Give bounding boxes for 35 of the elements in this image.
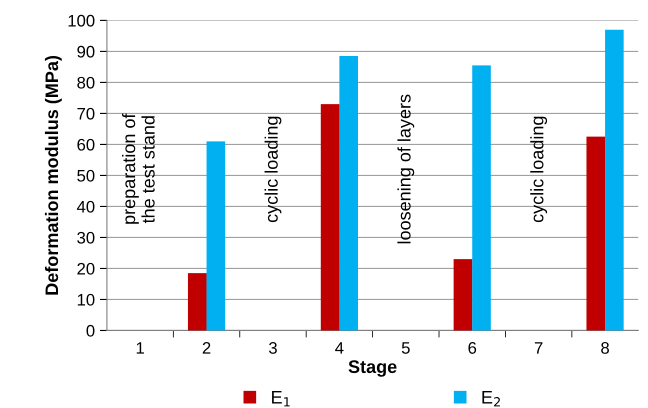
annotation: cyclic loading [264,116,282,222]
bar [605,30,624,330]
bar [472,65,491,330]
x-tick-label: 1 [136,342,144,354]
bar [454,259,472,330]
x-tick-label: 3 [268,342,277,354]
annotation: cyclic loading [530,116,548,222]
y-tick-label: 70 [77,108,94,120]
y-tick-label: 80 [77,76,94,89]
x-tick-label: 7 [534,342,542,354]
legend-label: E$_{1}$ [272,391,290,406]
y-tick-label: 0 [86,324,94,337]
y-tick-label: 30 [77,232,94,244]
y-tick-label: 90 [77,46,94,58]
bar [188,273,207,330]
y-tick-label: 40 [76,200,94,213]
y-tick-label: 60 [77,138,94,151]
y-axis-title: Deformation modulus (MPa) [44,56,62,295]
x-axis-title: Stage [348,360,397,377]
bar [339,56,358,330]
legend-label: E$_{2}$ [482,391,500,406]
x-tick-label: 8 [601,342,609,354]
bar [320,104,340,330]
x-tick-label: 6 [468,342,476,354]
annotation: loosening of layers [397,94,414,244]
y-tick-label: 100 [68,14,94,27]
bar [206,141,226,330]
y-tick-label: 10 [78,294,94,306]
y-tick-label: 50 [77,170,94,182]
bar [586,136,606,330]
x-tick-label: 4 [335,342,344,354]
x-tick-label: 2 [202,342,210,354]
y-tick-label: 20 [77,262,94,275]
annotation: preparation of the test stand [122,113,155,224]
x-tick-label: 5 [402,342,410,354]
